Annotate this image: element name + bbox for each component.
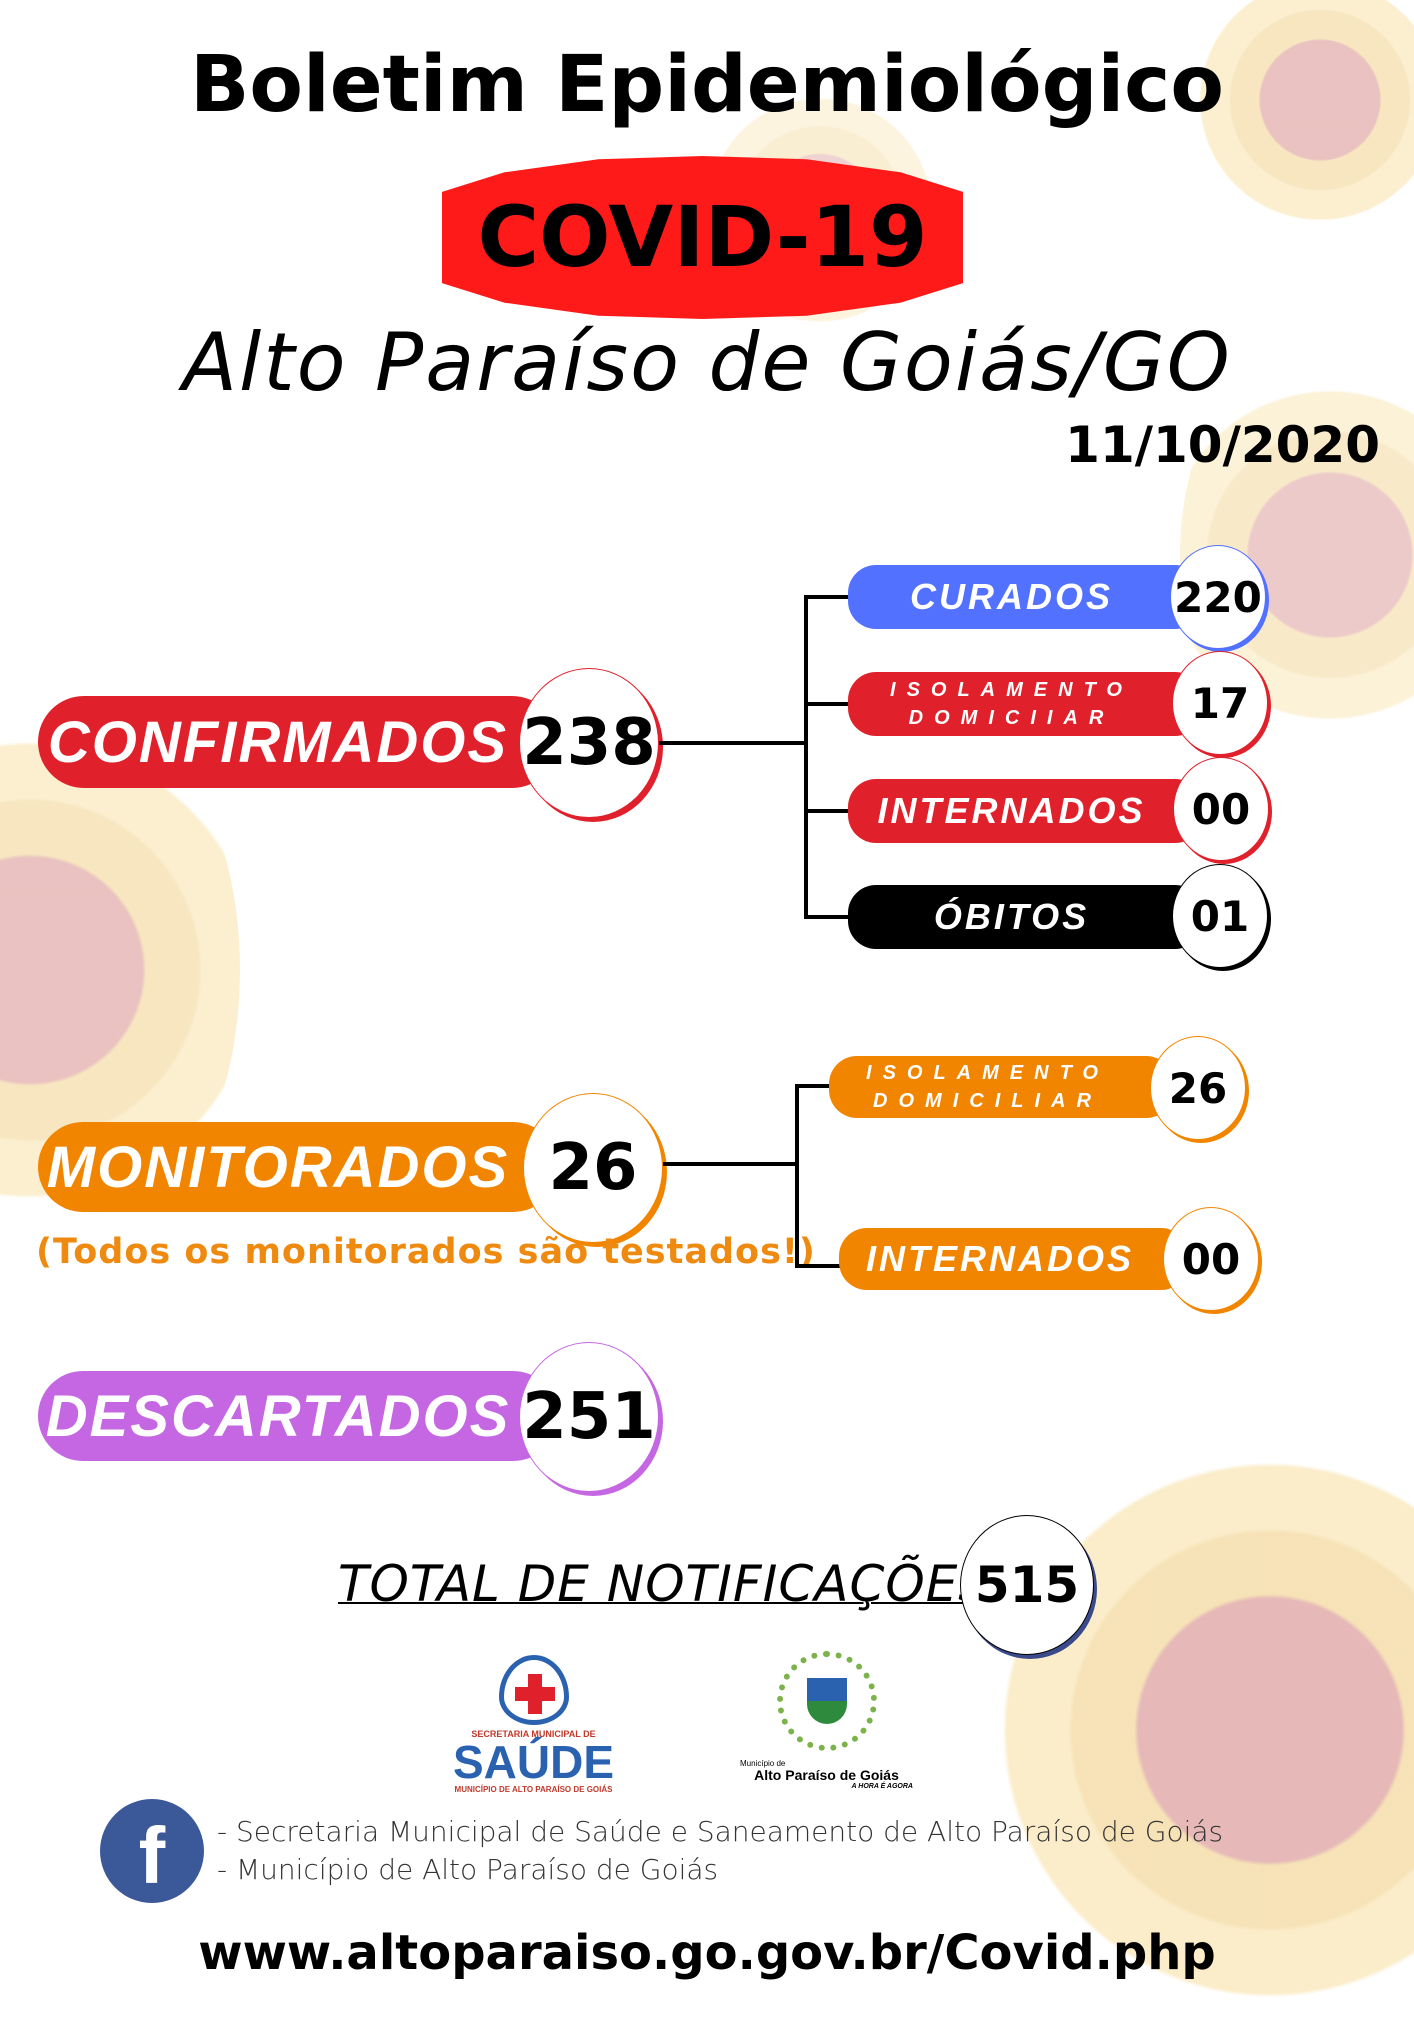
descartados-label: DESCARTADOS	[45, 1383, 511, 1449]
descartados-value: 251	[519, 1342, 659, 1492]
isolamento-pill: ISOLAMENTO DOMICIIAR	[848, 672, 1203, 736]
connector-line	[804, 915, 850, 919]
monitorados-label: MONITORADOS	[46, 1134, 510, 1200]
saude-logo-main: SAÚDE	[452, 1736, 615, 1788]
isolamento-label-line2: DOMICIIAR	[908, 707, 1115, 729]
mon-internados-value: 00	[1163, 1207, 1259, 1311]
facebook-page-secretaria: - Secretaria Municipal de Saúde e Saneam…	[217, 1815, 1224, 1848]
saude-logo-bottom: MUNICÍPIO DE ALTO PARAÍSO DE GOIÁS	[454, 1785, 613, 1794]
heart-cross-icon	[498, 1655, 569, 1725]
saude-logo: SECRETARIA MUNICIPAL DE SAÚDE MUNICÍPIO …	[433, 1655, 634, 1800]
curados-pill: CURADOS	[848, 565, 1203, 629]
municipio-logo-slogan: A HORA É AGORA	[851, 1783, 913, 1790]
confirmados-label: CONFIRMADOS	[47, 709, 509, 775]
monitorados-note: (Todos os monitorados são testados!)	[36, 1232, 816, 1272]
mon-isolamento-label-line1: ISOLAMENTO	[866, 1062, 1109, 1084]
connector-line	[804, 809, 850, 813]
descartados-pill: DESCARTADOS	[38, 1371, 558, 1461]
isolamento-value: 17	[1172, 651, 1268, 755]
mon-internados-label: INTERNADOS	[865, 1238, 1134, 1279]
covid-badge: COVID-19	[477, 188, 928, 286]
connector-line	[795, 1084, 799, 1268]
mon-isolamento-label-line2: DOMICILIAR	[873, 1090, 1102, 1112]
connector-line	[659, 741, 808, 745]
report-date: 11/10/2020	[1065, 416, 1380, 474]
obitos-label: ÓBITOS	[933, 896, 1090, 937]
internados-label: INTERNADOS	[877, 790, 1146, 831]
connector-line	[795, 1264, 841, 1268]
monitorados-pill: MONITORADOS	[38, 1122, 558, 1212]
saude-logo-top: SECRETARIA MUNICIPAL DE	[471, 1729, 596, 1739]
internados-value: 00	[1173, 757, 1269, 861]
obitos-value: 01	[1172, 864, 1268, 968]
monitorados-value: 26	[523, 1093, 663, 1243]
obitos-pill: ÓBITOS	[848, 885, 1203, 949]
website-url[interactable]: www.altoparaiso.go.gov.br/Covid.php	[198, 1925, 1216, 1981]
confirmados-pill: CONFIRMADOS	[38, 696, 558, 788]
city-name: Alto Paraíso de Goiás/GO	[182, 316, 1232, 409]
mon-isolamento-pill: ISOLAMENTO DOMICILIAR	[829, 1056, 1174, 1118]
connector-line	[804, 702, 850, 706]
connector-line	[804, 595, 850, 599]
total-value: 515	[960, 1515, 1094, 1655]
municipio-logo: Município de Alto Paraíso de Goiás A HOR…	[740, 1645, 913, 1800]
coat-of-arms-icon	[776, 1651, 877, 1751]
curados-value: 220	[1170, 545, 1266, 649]
facebook-icon[interactable]: f	[100, 1799, 204, 1903]
municipio-logo-small: Município de	[740, 1759, 786, 1768]
internados-pill: INTERNADOS	[848, 779, 1203, 843]
isolamento-label-line1: ISOLAMENTO	[890, 679, 1133, 701]
confirmados-value: 238	[519, 668, 659, 818]
covid-badge-shape	[442, 156, 963, 319]
total-label: TOTAL DE NOTIFICAÇÕES	[338, 1555, 992, 1613]
curados-label: CURADOS	[909, 576, 1113, 617]
mon-internados-pill: INTERNADOS	[839, 1228, 1189, 1290]
mon-isolamento-value: 26	[1150, 1036, 1246, 1140]
facebook-page-municipio: - Município de Alto Paraíso de Goiás	[217, 1853, 719, 1886]
connector-line	[663, 1162, 799, 1166]
connector-line	[804, 595, 808, 919]
municipio-logo-name: Alto Paraíso de Goiás	[754, 1767, 899, 1783]
page-title: Boletim Epidemiológico	[189, 40, 1225, 130]
connector-line	[795, 1084, 831, 1088]
